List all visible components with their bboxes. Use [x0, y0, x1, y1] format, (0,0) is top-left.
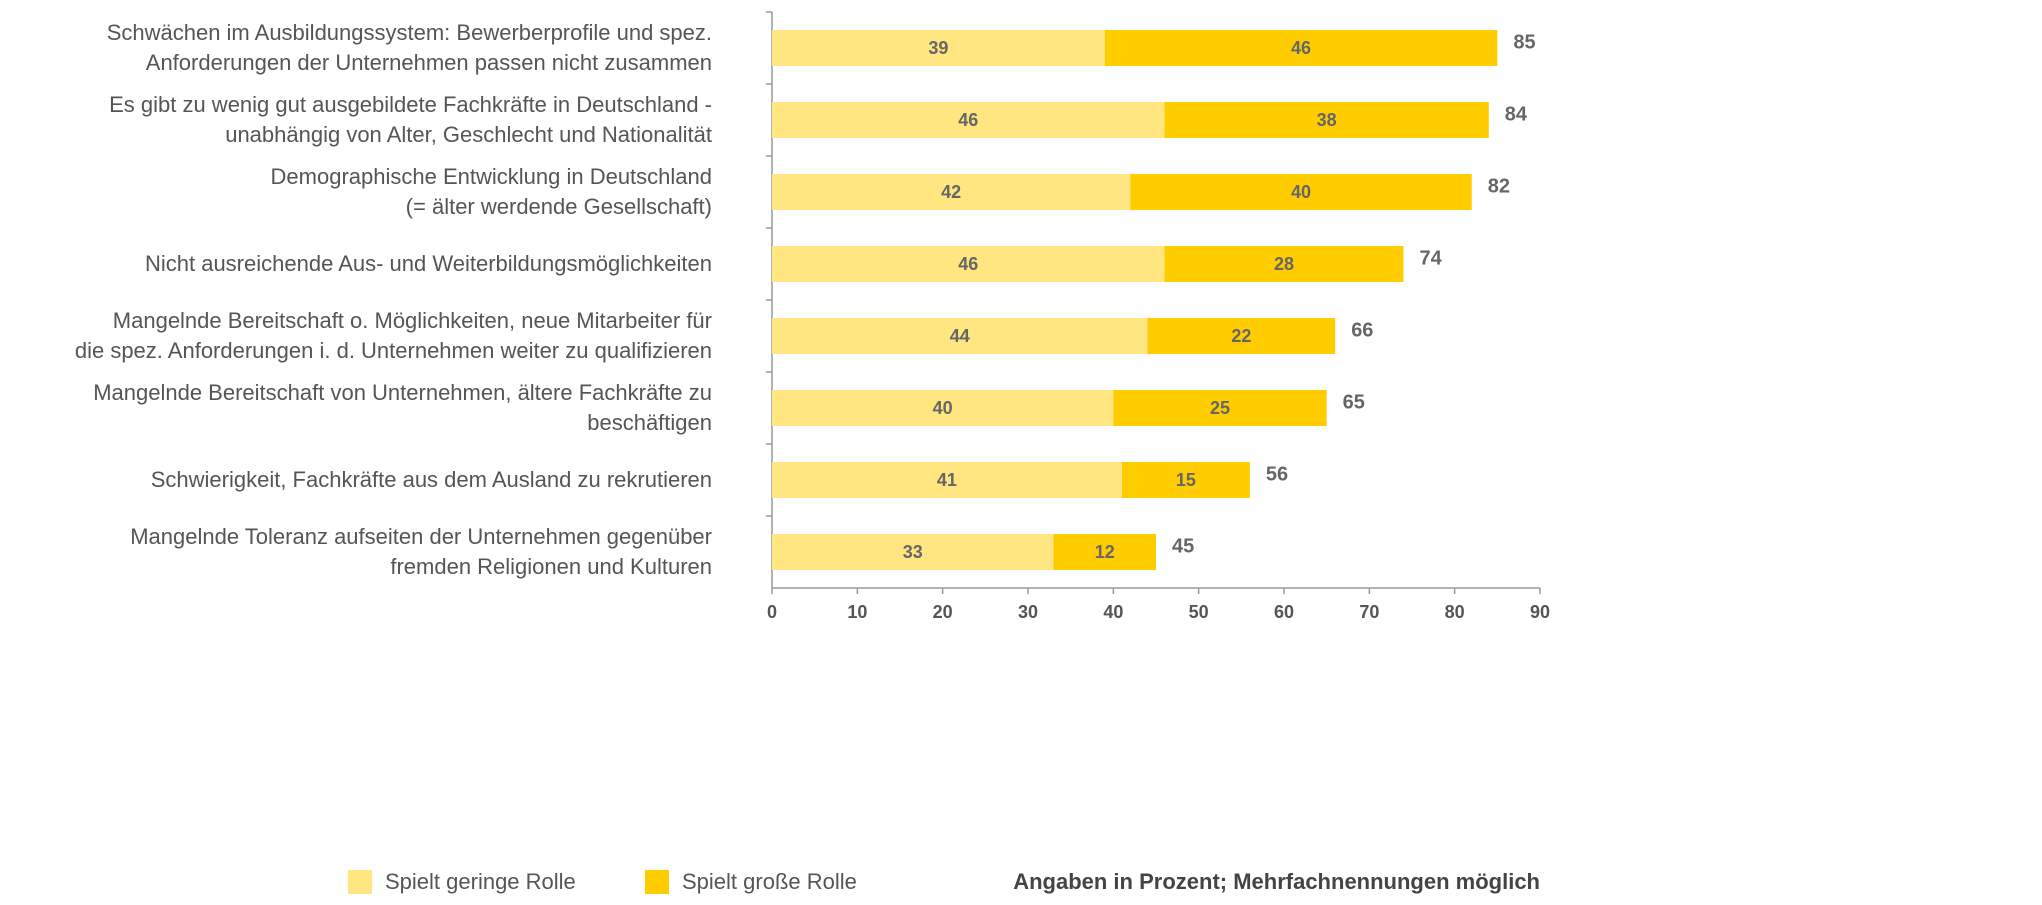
value-label: 25: [1210, 398, 1230, 418]
bar-segment: [1053, 534, 1156, 570]
value-label: 22: [1231, 326, 1251, 346]
x-tick-label: 30: [1018, 602, 1038, 622]
bar-segment: [1130, 174, 1472, 210]
x-tick-label: 80: [1445, 602, 1465, 622]
x-tick-label: 50: [1189, 602, 1209, 622]
note: Angaben in Prozent; Mehrfachnennungen mö…: [1013, 869, 1540, 894]
x-tick-label: 10: [847, 602, 867, 622]
bar-segment: [772, 174, 1131, 210]
x-tick-label: 70: [1359, 602, 1379, 622]
value-label: 39: [928, 38, 948, 58]
total-label: 74: [1419, 247, 1442, 269]
total-label: 45: [1172, 535, 1194, 557]
bar-segment: [772, 246, 1165, 282]
bar-segment: [1147, 318, 1336, 354]
bar-segment: [772, 318, 1148, 354]
value-label: 40: [1291, 182, 1311, 202]
x-tick-label: 0: [767, 602, 777, 622]
value-label: 41: [937, 470, 957, 490]
category-label: Schwächen im Ausbildungssystem: Bewerber…: [106, 20, 712, 75]
value-label: 38: [1317, 110, 1337, 130]
category-label: Es gibt zu wenig gut ausgebildete Fachkr…: [109, 92, 712, 147]
value-label: 44: [950, 326, 970, 346]
value-label: 15: [1176, 470, 1196, 490]
total-label: 56: [1266, 463, 1288, 485]
legend-label: Spielt große Rolle: [682, 869, 857, 894]
x-tick-label: 60: [1274, 602, 1294, 622]
bar-segment: [772, 462, 1122, 498]
bar-segment: [1113, 390, 1327, 426]
total-label: 84: [1505, 103, 1528, 125]
category-label: Nicht ausreichende Aus- und Weiterbildun…: [144, 251, 712, 276]
x-tick-label: 90: [1530, 602, 1550, 622]
bar-segment: [772, 390, 1114, 426]
legend-swatch: [348, 870, 372, 894]
total-label: 65: [1343, 391, 1365, 413]
bar-segment: [1121, 462, 1250, 498]
bar-segment: [772, 30, 1105, 66]
total-label: 66: [1351, 319, 1373, 341]
legend-label: Spielt geringe Rolle: [385, 869, 576, 894]
value-label: 46: [958, 110, 978, 130]
value-label: 40: [933, 398, 953, 418]
value-label: 46: [958, 254, 978, 274]
bar-segment: [772, 534, 1054, 570]
legend-swatch: [645, 870, 669, 894]
bar-segment: [772, 102, 1165, 138]
x-tick-label: 40: [1103, 602, 1123, 622]
category-label: Mangelnde Bereitschaft o. Möglichkeiten,…: [74, 308, 712, 363]
category-label: Demographische Entwicklung in Deutschlan…: [270, 164, 712, 219]
value-label: 33: [903, 542, 923, 562]
bar-segment: [1164, 102, 1489, 138]
value-label: 28: [1274, 254, 1294, 274]
total-label: 85: [1513, 31, 1535, 53]
value-label: 42: [941, 182, 961, 202]
value-label: 12: [1095, 542, 1115, 562]
category-label: Mangelnde Toleranz aufseiten der Unterne…: [130, 524, 712, 579]
category-label: Mangelnde Bereitschaft von Unternehmen, …: [93, 380, 712, 435]
total-label: 82: [1488, 175, 1510, 197]
bar-segment: [1164, 246, 1404, 282]
category-label: Schwierigkeit, Fachkräfte aus dem Auslan…: [150, 467, 712, 492]
value-label: 46: [1291, 38, 1311, 58]
x-tick-label: 20: [933, 602, 953, 622]
bar-segment: [1104, 30, 1498, 66]
